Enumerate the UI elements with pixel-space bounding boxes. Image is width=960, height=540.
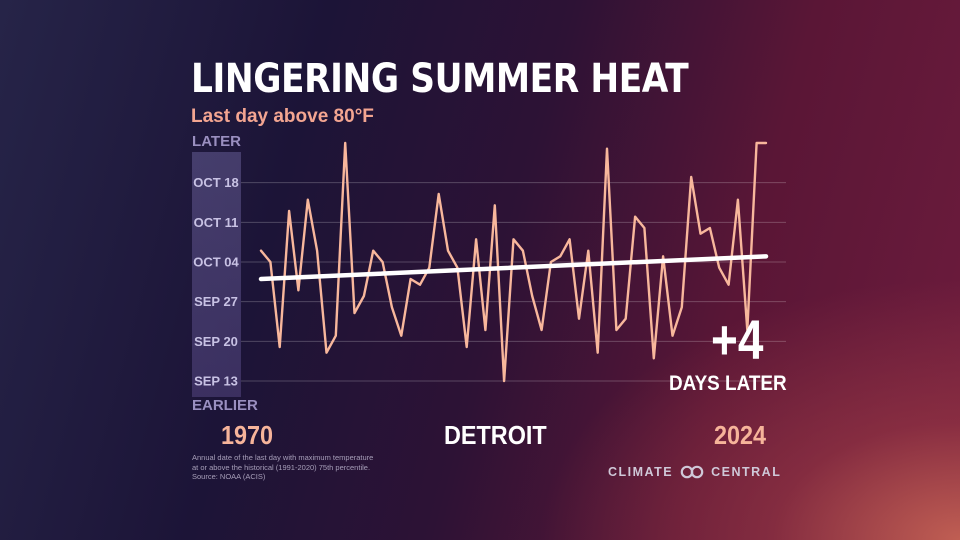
footnote: Annual date of the last day with maximum…	[192, 453, 422, 482]
start-year-label: 1970	[221, 420, 274, 450]
footnote-line-2: at or above the historical (1991-2020) 7…	[192, 462, 371, 472]
brand-rings-icon	[680, 465, 704, 479]
brand-word-right: CENTRAL	[711, 465, 782, 479]
trend-change-value: +4	[711, 308, 764, 371]
y-tick-label-5: OCT 18	[193, 175, 239, 190]
y-axis-band	[192, 152, 241, 397]
end-year-label: 2024	[714, 420, 767, 450]
footnote-line-1: Annual date of the last day with maximum…	[192, 453, 374, 462]
y-tick-label-0: SEP 13	[194, 374, 238, 389]
y-tick-label-3: OCT 04	[193, 255, 239, 270]
y-axis-later-label: LATER	[192, 133, 241, 150]
y-tick-label-4: OCT 11	[194, 215, 239, 230]
location-label: DETROIT	[444, 420, 547, 450]
y-tick-label-2: SEP 27	[194, 294, 238, 309]
trend-line	[258, 254, 769, 282]
y-tick-label-1: SEP 20	[194, 334, 238, 349]
brand-logo[interactable]: CLIMATE CENTRAL	[608, 465, 781, 479]
chart-subtitle: Last day above 80°F	[191, 106, 374, 127]
last-hot-day-series-line	[259, 141, 768, 383]
trend-change-label: DAYS LATER	[669, 372, 787, 395]
chart-title: LINGERING SUMMER HEAT	[191, 56, 689, 102]
footnote-source: Source: NOAA (ACIS)	[192, 472, 266, 482]
brand-word-left: CLIMATE	[608, 465, 674, 479]
